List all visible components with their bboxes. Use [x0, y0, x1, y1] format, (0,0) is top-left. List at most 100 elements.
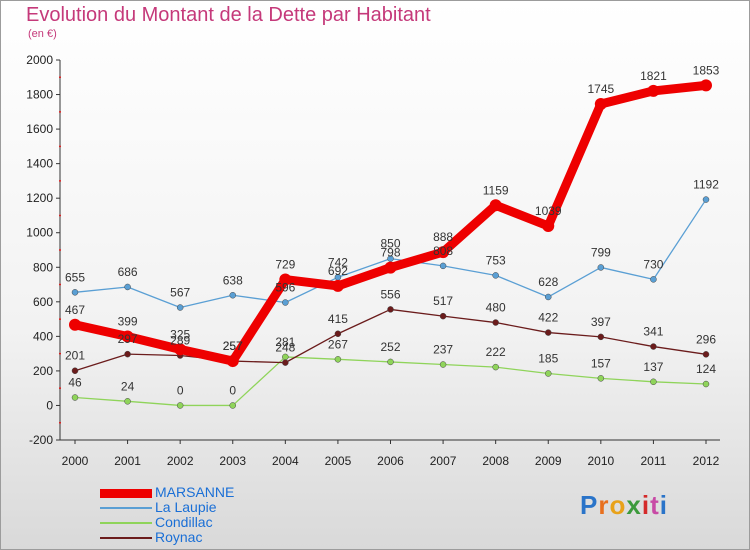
data-label: 257: [223, 339, 243, 353]
data-point: [439, 312, 447, 320]
x-tick-label: 2008: [482, 454, 509, 468]
data-label: 415: [328, 312, 348, 326]
data-label: 281: [275, 335, 295, 349]
data-point: [702, 380, 710, 388]
x-tick-label: 2005: [325, 454, 352, 468]
data-point: [71, 289, 79, 296]
data-label: 157: [591, 356, 611, 370]
y-minor-tick: [59, 179, 61, 182]
data-label: 467: [65, 303, 85, 317]
x-tick-label: 2007: [430, 454, 457, 468]
data-label: 480: [486, 301, 506, 315]
data-label: 798: [380, 246, 400, 260]
y-minor-tick: [59, 110, 61, 113]
data-label: 289: [170, 334, 190, 348]
data-label: 888: [433, 230, 453, 244]
data-label: 24: [121, 379, 135, 393]
data-point: [492, 363, 499, 371]
data-label: 1192: [693, 178, 719, 192]
data-point: [700, 79, 712, 92]
data-label: 850: [380, 237, 400, 251]
data-label: 1853: [693, 63, 720, 77]
data-label: 46: [68, 376, 82, 390]
chart-subtitle: (en €): [28, 28, 57, 40]
legend-swatch: [100, 522, 152, 524]
data-label: 325: [170, 327, 190, 341]
data-point: [71, 367, 79, 374]
data-label: 1821: [640, 69, 667, 83]
data-point: [69, 318, 81, 331]
y-minor-tick: [59, 352, 61, 355]
chart-title: Evolution du Montant de la Dette par Hab…: [26, 4, 431, 26]
data-label: 422: [538, 311, 558, 325]
data-point: [597, 375, 605, 382]
y-tick-label: 600: [33, 295, 53, 309]
y-minor-tick: [59, 387, 61, 390]
data-label: 341: [643, 325, 663, 339]
data-label: 267: [328, 337, 348, 351]
y-minor-tick: [59, 145, 61, 148]
data-point: [282, 353, 289, 361]
data-point: [492, 319, 499, 326]
data-label: 753: [486, 253, 506, 267]
data-label: 0: [177, 383, 184, 397]
legend-swatch: [100, 488, 152, 498]
logo-letter: i: [659, 490, 668, 520]
data-point: [542, 219, 555, 232]
y-tick-label: 1800: [26, 88, 53, 102]
logo-letter: o: [609, 490, 627, 520]
legend-swatch: [100, 537, 152, 539]
data-point: [331, 279, 344, 292]
data-point: [229, 402, 236, 409]
data-label: 655: [65, 270, 85, 284]
data-label: 0: [229, 383, 236, 397]
data-point: [176, 402, 184, 409]
data-point: [176, 304, 184, 311]
data-label: 638: [223, 273, 243, 287]
data-point: [229, 292, 236, 299]
data-label: 730: [643, 257, 663, 271]
data-label: 397: [591, 315, 611, 329]
y-tick-label: -200: [29, 433, 53, 447]
logo-letter: i: [641, 490, 651, 520]
data-label: 252: [380, 340, 400, 354]
legend-swatch: [100, 507, 152, 509]
data-label: 201: [65, 349, 85, 363]
data-point: [174, 343, 187, 356]
data-label: 692: [328, 264, 348, 278]
data-point: [437, 246, 450, 259]
data-point: [545, 370, 552, 377]
data-point: [489, 199, 502, 212]
data-point: [387, 306, 394, 313]
y-tick-label: 800: [33, 260, 53, 274]
x-tick-label: 2012: [693, 454, 720, 468]
data-point: [439, 262, 447, 270]
data-point: [545, 329, 552, 336]
data-point: [334, 356, 342, 363]
data-point: [124, 350, 131, 358]
x-tick-label: 2000: [62, 454, 89, 468]
logo-letter: x: [626, 490, 642, 520]
data-label: 185: [538, 352, 558, 366]
data-label: 297: [118, 332, 138, 346]
y-minor-tick: [59, 76, 61, 79]
y-minor-tick: [59, 214, 61, 217]
y-tick-label: 1400: [26, 157, 53, 171]
y-tick-label: 1000: [26, 226, 53, 240]
data-label: 808: [433, 244, 453, 258]
data-point: [439, 361, 447, 368]
x-tick-label: 2003: [219, 454, 246, 468]
x-tick-label: 2009: [535, 454, 562, 468]
y-tick-label: 2000: [26, 53, 53, 67]
data-point: [334, 330, 342, 338]
data-point: [650, 378, 657, 386]
data-point: [226, 355, 239, 368]
data-label: 1039: [535, 204, 562, 218]
data-point: [387, 358, 394, 366]
data-point: [282, 299, 289, 306]
data-point: [492, 272, 499, 279]
x-tick-label: 2006: [377, 454, 404, 468]
data-label: 296: [696, 332, 716, 346]
data-point: [594, 98, 607, 111]
